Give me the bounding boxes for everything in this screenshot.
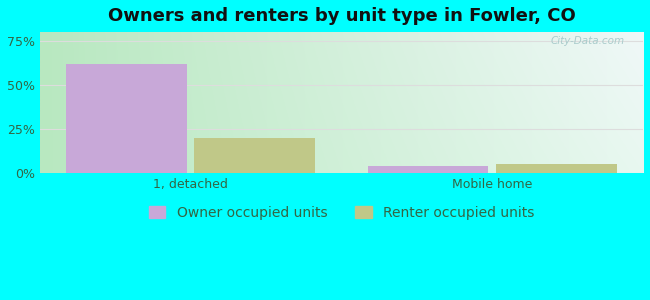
Title: Owners and renters by unit type in Fowler, CO: Owners and renters by unit type in Fowle…: [107, 7, 575, 25]
Bar: [194, 138, 315, 173]
Text: City-Data.com: City-Data.com: [551, 36, 625, 46]
Bar: [496, 164, 617, 173]
Bar: [66, 64, 187, 173]
Legend: Owner occupied units, Renter occupied units: Owner occupied units, Renter occupied un…: [143, 200, 540, 225]
Bar: [368, 166, 488, 173]
